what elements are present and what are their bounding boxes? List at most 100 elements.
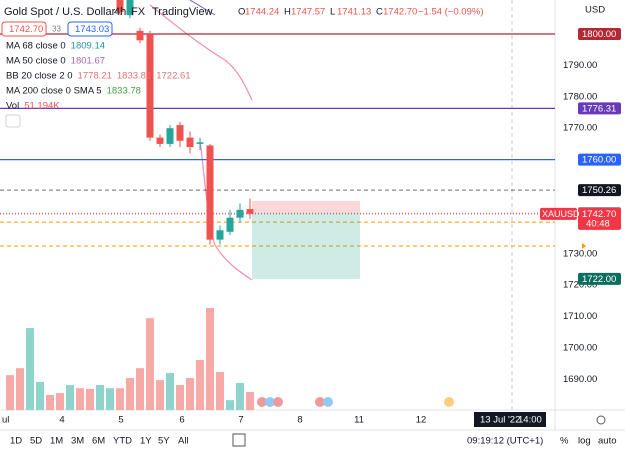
range-button[interactable]: 6M (92, 436, 105, 447)
price-marker (578, 184, 621, 197)
volume-bar (246, 391, 254, 410)
volume-bar (176, 385, 184, 410)
scale-option[interactable]: log (578, 436, 591, 447)
range-button[interactable]: All (178, 436, 189, 447)
buy-box (67, 21, 113, 37)
time-label: 8 (297, 415, 302, 426)
volume-bar (156, 380, 164, 410)
interval: 4h (114, 6, 126, 18)
volume-bar (186, 377, 194, 410)
volume-bar (196, 360, 204, 410)
collapse-button[interactable] (5, 114, 21, 128)
range-button[interactable]: 1D (10, 436, 22, 447)
volume-bar (16, 368, 24, 410)
candle-body (206, 145, 214, 240)
indicator-name: Vol (6, 101, 19, 112)
price-marker-label: 1722.00 (582, 274, 616, 285)
events (257, 397, 454, 407)
currency: USD (585, 5, 605, 16)
candle-body (186, 137, 194, 148)
indicator-name: BB 20 close 2 0 (6, 71, 73, 82)
price-tick-label: 1720.00 (563, 280, 597, 291)
candle-body (216, 230, 224, 240)
alert-marker (582, 242, 586, 249)
volume-bar (36, 381, 44, 410)
spread: 33 (52, 25, 61, 34)
volume-bar (66, 385, 74, 410)
volume-bar (226, 400, 234, 410)
time-cursor-box (474, 412, 546, 427)
candle-body (196, 142, 204, 144)
scale-option[interactable]: % (560, 436, 569, 447)
price-marker-label: 1776.31 (582, 103, 616, 114)
candle-body (226, 217, 234, 232)
bb-line (149, 4, 253, 101)
settings-icon[interactable] (596, 415, 606, 425)
volume-bar (46, 394, 54, 410)
event-icon (257, 397, 267, 407)
price-tick-label: 1770.00 (563, 123, 597, 134)
event-icon (273, 397, 283, 407)
candle-body (166, 128, 174, 144)
last-price-box (578, 207, 621, 230)
range-button[interactable]: 5D (30, 436, 42, 447)
volume-bar (206, 308, 214, 410)
time-label: 7 (238, 415, 243, 426)
ma-line (189, 0, 216, 16)
symbol-name: Gold Spot / U.S. Dollar (4, 6, 116, 18)
ohlc-value: 1742.70 (383, 7, 417, 18)
volume-bar (216, 372, 224, 410)
price-marker (578, 28, 621, 41)
time-label: ul (2, 415, 9, 426)
ohlc-value: 1747.57 (291, 7, 325, 18)
volume-bar (56, 393, 64, 410)
range-button[interactable]: 1M (50, 436, 63, 447)
ohlc-key: O (238, 7, 245, 18)
bb-line (199, 139, 253, 281)
calendar-icon[interactable] (232, 433, 246, 447)
indicator-value: 1833.81 (117, 71, 151, 82)
volume-bar (236, 382, 244, 410)
volume-bar (106, 388, 114, 410)
range-button[interactable]: YTD (113, 436, 132, 447)
volume-bar (146, 318, 154, 410)
symbol-tag-label: XAUUSD (542, 209, 580, 219)
price-marker (578, 272, 621, 285)
ohlc-value: 1741.13 (337, 7, 371, 18)
price-marker (578, 102, 621, 115)
candle-body (156, 137, 164, 144)
indicator-value: 1722.61 (156, 71, 190, 82)
candle-body (116, 0, 124, 13)
time-cursor-time: 14:00 (518, 415, 542, 426)
target-zone (252, 212, 360, 279)
price-marker-label: 1750.26 (582, 185, 616, 196)
candle-body (146, 34, 154, 138)
range-button[interactable]: 3M (71, 436, 84, 447)
volume-bar (26, 328, 34, 410)
scale-option[interactable]: auto (598, 436, 617, 447)
indicator-value: 1833.78 (107, 86, 141, 97)
time-label: 6 (179, 415, 184, 426)
range-button[interactable]: 5Y (158, 436, 170, 447)
volume-bar (86, 388, 94, 410)
indicator-value: 1801.67 (71, 56, 105, 67)
indicator-value: 51.194K (24, 101, 60, 112)
candle-body (136, 30, 144, 41)
decor (149, 0, 253, 281)
range-button[interactable]: 1Y (140, 436, 152, 447)
source: TradingView (152, 6, 213, 18)
price-marker-label: 1800.00 (582, 29, 616, 40)
volume-bar (116, 388, 124, 410)
time-label: 4 (59, 415, 64, 426)
price-tick-label: 1790.00 (563, 60, 597, 71)
candle-body (236, 209, 244, 218)
price-tick-label: 1780.00 (563, 91, 597, 102)
volume-bar (166, 373, 174, 410)
time-label: 5 (118, 415, 123, 426)
ohlc-key: L (330, 7, 335, 18)
time-cursor: 13 Jul '22 (480, 415, 520, 426)
ohlc-value: 1744.24 (245, 7, 279, 18)
countdown: 40:48 (586, 218, 610, 229)
volume-bar (136, 368, 144, 410)
price-marker (578, 153, 621, 166)
